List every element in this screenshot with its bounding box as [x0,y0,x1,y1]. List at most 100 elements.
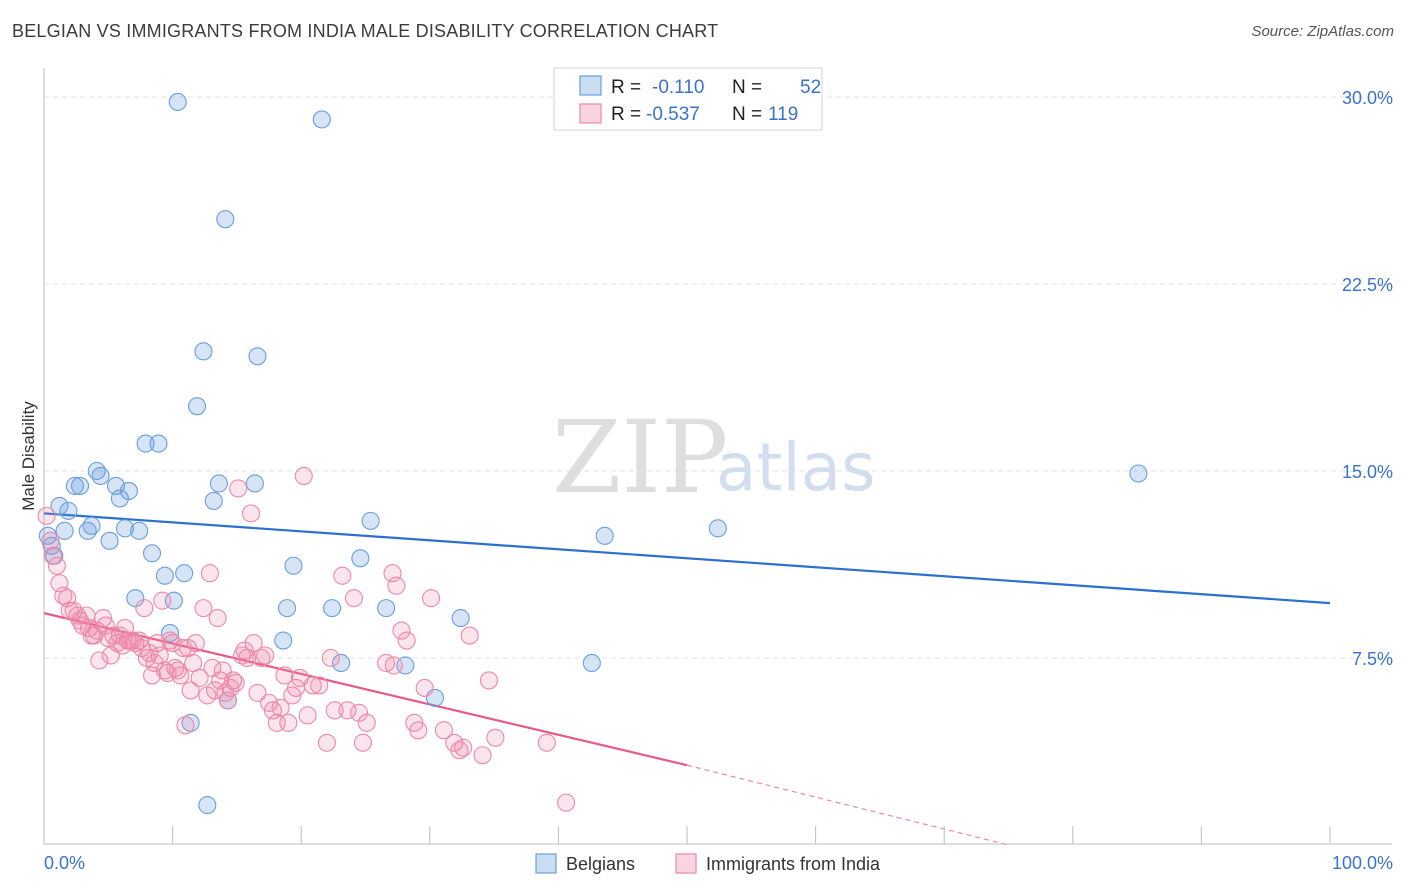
india-point-114 [486,728,505,747]
y-tick-label-1: 15.0% [1342,462,1393,482]
belgians-point-27 [181,713,200,732]
chart-title: BELGIAN VS IMMIGRANTS FROM INDIA MALE DI… [12,21,719,41]
bottom-legend-swatch-india [675,853,697,874]
belgians-point-45 [377,599,396,618]
india-point-29 [123,631,142,650]
belgians-point-7 [70,476,90,496]
belgians-point-37 [274,631,293,650]
y-tick-labels: 7.5% 15.0% 22.5% 30.0% [1342,88,1393,669]
india-point-110 [454,738,473,757]
india-point-59 [205,681,225,700]
belgians-point-50 [582,653,601,673]
belgians-point-9 [82,516,101,535]
india-point-52 [184,653,203,673]
india-point-73 [248,683,267,702]
india-point-49 [176,716,195,735]
india-point-46 [168,661,187,680]
india-point-81 [279,713,298,732]
india-point-96 [353,733,372,752]
india-point-60 [208,609,227,628]
india-points [37,466,576,812]
legend-n-label-2: N = [732,104,762,125]
belgians-point-4 [55,521,74,540]
belgians-point-0 [38,526,57,545]
bottom-legend: Belgians Immigrants from India [535,853,881,874]
india-point-0 [37,506,56,525]
watermark-zip: ZIP [552,399,728,516]
india-point-95 [350,703,369,722]
india-point-33 [135,599,154,618]
india-point-91 [325,701,344,720]
belgians-point-51 [708,519,727,538]
belgians-point-38 [278,599,297,618]
india-point-87 [303,676,322,695]
belgians-point-18 [130,521,149,540]
india-point-54 [190,668,209,687]
india-point-90 [321,648,340,668]
india-point-68 [229,479,248,498]
belgians-point-11 [91,466,110,486]
grid-lines [44,96,1392,659]
india-point-51 [181,681,200,700]
bottom-legend-belgians: Belgians [566,854,635,874]
belgians-point-30 [198,796,217,815]
legend-n-value-1: 52 [800,77,821,98]
india-point-20 [99,629,118,648]
india-point-40 [153,591,172,610]
y-tick-label-3: 30.0% [1342,88,1393,108]
india-point-100 [387,576,406,595]
belgians-point-6 [65,476,84,496]
belgians-point-39 [284,556,303,575]
belgians-point-28 [187,397,207,416]
india-point-105 [415,678,434,697]
belgians-point-40 [312,110,331,129]
belgians-point-3 [50,496,69,515]
bottom-legend-swatch-belgians [535,853,557,874]
india-point-93 [338,701,357,720]
watermark-atlas: atlas [716,429,876,506]
belgians-point-26 [175,564,194,583]
india-point-101 [392,621,411,640]
belgians-point-15 [115,519,135,538]
india-point-79 [271,698,290,717]
source-credit: Source: ZipAtlas.com [1251,23,1394,40]
belgians-point-36 [245,474,264,493]
belgians-point-48 [451,609,470,628]
x-tick-labels: 0.0% 100.0% [44,853,1393,873]
india-point-35 [140,643,159,663]
india-point-111 [460,626,479,645]
belgians-point-33 [216,210,235,229]
belgians-point-35 [248,347,267,366]
india-point-94 [344,589,363,608]
belgians-point-43 [351,549,370,568]
legend-swatch-india [579,103,602,124]
india-point-89 [317,733,336,752]
x-tick-label-0: 0.0% [44,853,85,873]
india-point-117 [384,656,403,675]
belgians-point-41 [323,599,342,618]
belgians-point-17 [126,589,145,608]
india-point-118 [235,641,254,660]
belgians-point-29 [194,342,213,361]
india-point-67 [226,673,245,692]
legend-swatch-belgians [579,75,602,96]
india-point-116 [557,793,576,812]
legend-n-label-1: N = [732,77,762,98]
india-point-31 [130,631,149,650]
india-point-55 [194,599,213,618]
legend-r-value-1: -0.110 [652,77,704,98]
top-legend: R = -0.110 N = 52 R = -0.537 N = 119 [553,67,823,131]
india-point-57 [200,564,219,583]
india-point-115 [537,733,556,752]
india-point-97 [357,713,376,732]
y-tick-label-2: 22.5% [1342,275,1393,295]
belgians-point-52 [1129,464,1148,483]
y-axis-label: Male Disability [19,401,38,511]
india-point-92 [333,566,352,585]
india-point-17 [90,651,109,670]
india-point-107 [434,721,453,740]
india-point-72 [244,633,263,653]
belgians-points [38,92,1148,815]
belgians-point-31 [204,491,223,510]
